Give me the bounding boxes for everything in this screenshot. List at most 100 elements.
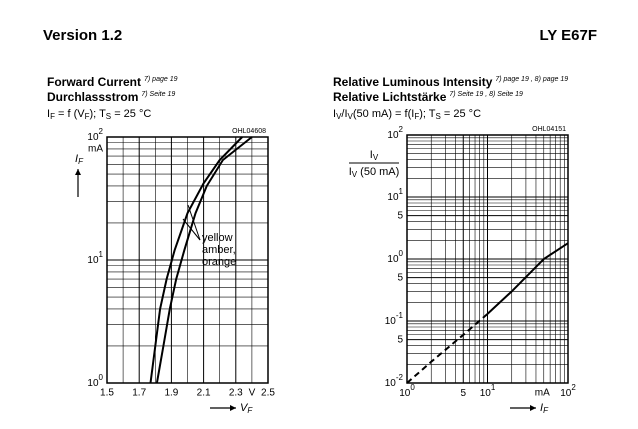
- chart-formula-part: /I: [341, 108, 347, 120]
- y-tick-label: 100: [87, 373, 103, 389]
- chart-formula-part: V: [336, 112, 342, 121]
- arrow-head: [530, 405, 536, 411]
- chart-formula-part: I: [47, 108, 50, 120]
- y-label-numerator-part: I: [370, 149, 373, 161]
- y-tick-label-base: 10: [385, 316, 397, 327]
- chart-formula-part: = 25 °C: [111, 108, 151, 120]
- x-tick-label-base: 10: [399, 388, 411, 399]
- y-tick-label-base: 10: [385, 378, 397, 389]
- y-label-denominator-part: V: [352, 170, 358, 179]
- annotation: yellow: [202, 232, 233, 244]
- x-axis-label-part: V: [240, 402, 249, 414]
- title-note: 7) Seite 19 , 8) Seite 19: [449, 91, 523, 98]
- chart-formula-part: S: [436, 112, 441, 121]
- chart-formula-part: F: [85, 112, 90, 121]
- x-unit: mA: [535, 388, 550, 399]
- y-axis-label: IF: [75, 153, 84, 166]
- chart-title: Relative Lichtstärke 7) Seite 19 , 8) Sei…: [333, 90, 523, 104]
- y-tick-label-base: 10: [387, 192, 399, 203]
- x-tick-label: 2.5: [261, 388, 275, 399]
- x-tick-label: 100: [399, 383, 415, 399]
- diagram-code: OHL04151: [532, 126, 566, 133]
- chart-formula-part: S: [106, 112, 111, 121]
- title-text: Durchlassstrom: [47, 90, 138, 104]
- y-tick-label-exp: 2: [399, 125, 404, 134]
- x-tick-label-base: 10: [560, 388, 572, 399]
- title-note: 7) page 19 , 8) page 19: [495, 76, 568, 83]
- chart-formula-part: ); T: [90, 108, 107, 120]
- x-tick-label: 2.3: [229, 388, 243, 399]
- chart-title: Durchlassstrom 7) Seite 19: [47, 90, 175, 104]
- y-tick-label: 5: [397, 272, 403, 283]
- x-tick-label-exp: 0: [410, 383, 415, 392]
- y-tick-label: 101: [87, 250, 103, 266]
- x-tick-label: 1.7: [132, 388, 146, 399]
- y-tick-label: 101: [387, 187, 403, 203]
- y-tick-label: 10-1: [385, 311, 404, 327]
- annotation: orange: [202, 256, 236, 268]
- y-tick-label: 102: [87, 127, 103, 143]
- y-tick-label-exp: 0: [399, 249, 404, 258]
- y-tick-label-base: 10: [87, 132, 99, 143]
- chart-formula-part: = 25 °C: [441, 108, 481, 120]
- y-tick-label-base: 10: [387, 130, 399, 141]
- arrow-head: [75, 169, 81, 175]
- chart-formula-part: = f (V: [55, 108, 85, 120]
- chart-formula-part: V: [348, 112, 354, 121]
- y-label-numerator-part: V: [373, 153, 379, 162]
- data-line: [149, 136, 243, 384]
- y-tick-label-exp: 1: [99, 250, 104, 259]
- title-text: Forward Current: [47, 75, 141, 89]
- data-line: [486, 242, 569, 315]
- y-axis-label-part: I: [75, 153, 78, 165]
- chart-formula-part: F: [414, 112, 419, 121]
- title-text: Relative Luminous Intensity: [333, 75, 493, 89]
- y-axis-label-part: F: [78, 157, 84, 166]
- leader: [182, 218, 201, 241]
- chart-title: Relative Luminous Intensity 7) page 19 , …: [333, 75, 568, 89]
- x-unit: V: [249, 388, 256, 399]
- chart-formula-part: F: [50, 112, 55, 121]
- y-label-denominator-part: I: [349, 166, 352, 178]
- data-line: [406, 313, 489, 384]
- x-tick-label: 102: [560, 383, 576, 399]
- y-tick-label-exp: -1: [396, 311, 404, 320]
- y-tick-label: 102: [387, 125, 403, 141]
- chart-title: Forward Current 7) page 19: [47, 75, 178, 89]
- y-tick-label-base: 10: [87, 378, 99, 389]
- x-tick-label: 5: [460, 388, 466, 399]
- y-tick-label-base: 10: [87, 255, 99, 266]
- y-tick-label-exp: 2: [99, 127, 104, 136]
- y-tick-label-base: 5: [397, 334, 403, 345]
- x-axis-label: VF: [240, 402, 253, 415]
- x-tick-label-exp: 2: [571, 383, 576, 392]
- y-tick-label-exp: 1: [399, 187, 404, 196]
- chart-formula: IF = f (VF); TS = 25 °C: [47, 108, 151, 121]
- y-tick-label-base: 5: [397, 272, 403, 283]
- y-tick-label: 5: [397, 334, 403, 345]
- chart-formula: IV/IV(50 mA) = f(IF); TS = 25 °C: [333, 108, 481, 121]
- arrow-head: [230, 405, 236, 411]
- chart-formula-part: ); T: [419, 108, 436, 120]
- plot-frame: [406, 134, 569, 384]
- y-tick-label: 5: [397, 210, 403, 221]
- y-tick-label: 100: [387, 249, 403, 265]
- leader: [187, 204, 201, 241]
- version: Version 1.2: [43, 27, 122, 44]
- x-tick-label: 1.5: [100, 388, 114, 399]
- x-tick-label: 1.9: [164, 388, 178, 399]
- y-unit: mA: [88, 144, 103, 155]
- x-tick-label: 2.1: [197, 388, 211, 399]
- title-note: 7) Seite 19: [141, 91, 175, 98]
- y-tick-label-base: 5: [397, 210, 403, 221]
- annotation: amber,: [202, 244, 236, 256]
- x-tick-label-base: 10: [480, 388, 492, 399]
- title-text: Relative Lichtstärke: [333, 90, 447, 104]
- y-tick-label: 10-2: [385, 373, 404, 389]
- x-axis-label-part: I: [540, 402, 543, 414]
- diagram-code: OHL04608: [232, 128, 266, 135]
- x-axis-label-part: F: [247, 406, 253, 415]
- y-tick-label-exp: 0: [99, 373, 104, 382]
- plot-frame: [106, 136, 269, 384]
